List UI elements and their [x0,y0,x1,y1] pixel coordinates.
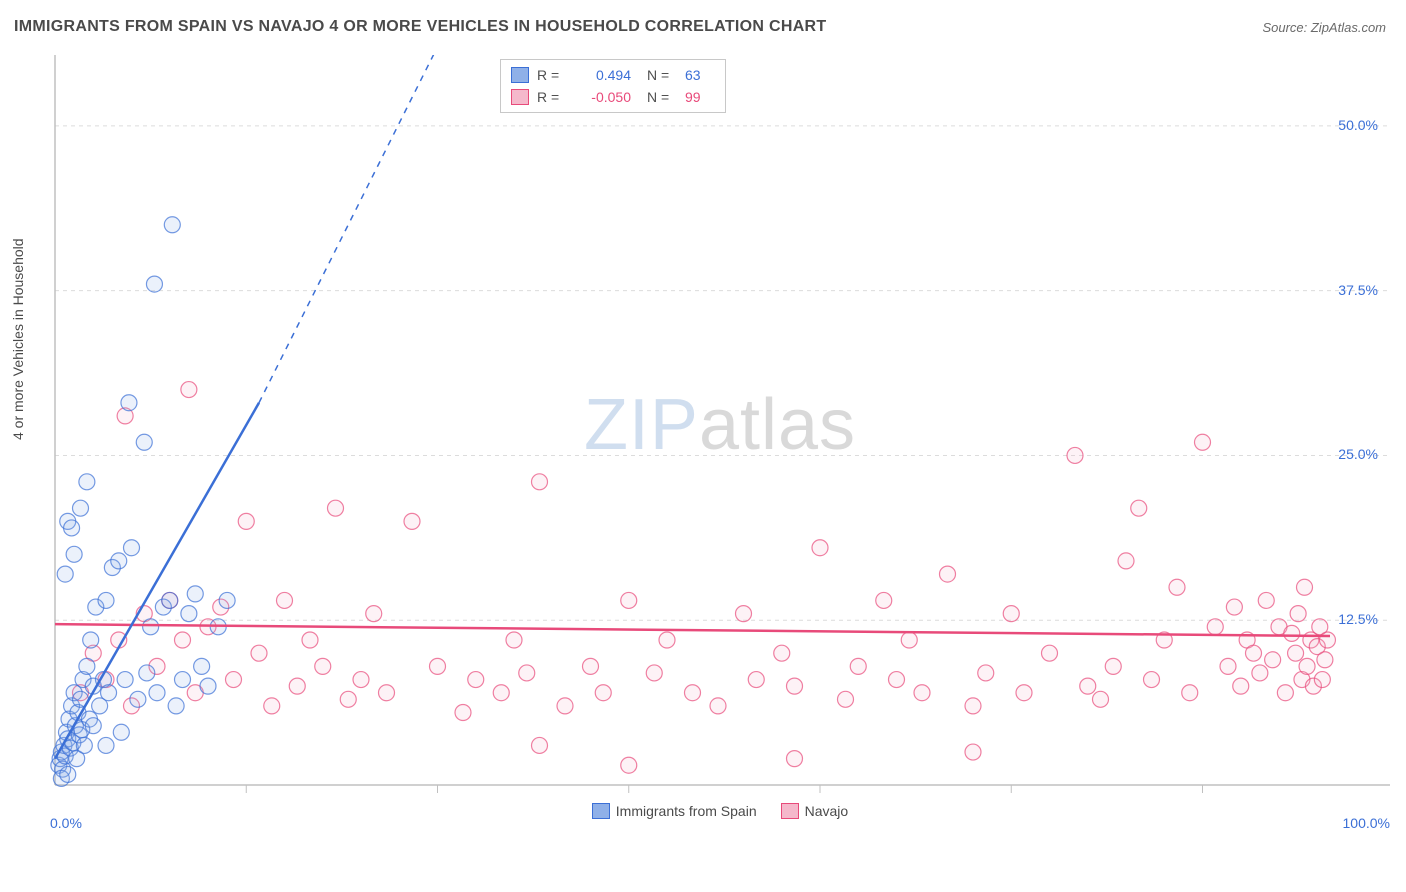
legend-r-label-0: R = [537,67,565,83]
legend-row-series-1: R = -0.050 N = 99 [511,86,715,108]
y-tick-37: 37.5% [1338,282,1378,298]
legend-r-value-1: -0.050 [573,89,631,105]
legend-swatch-0 [511,67,529,83]
legend-n-label-1: N = [647,89,677,105]
legend-bottom-label-1: Navajo [805,803,849,819]
legend-correlation-box: R = 0.494 N = 63 R = -0.050 N = 99 [500,59,726,113]
legend-bottom-swatch-0 [592,803,610,819]
legend-r-value-0: 0.494 [573,67,631,83]
legend-bottom-swatch-1 [781,803,799,819]
legend-n-value-1: 99 [685,89,715,105]
source-attribution: Source: ZipAtlas.com [1262,20,1386,35]
legend-swatch-1 [511,89,529,105]
y-tick-50: 50.0% [1338,117,1378,133]
legend-series-names: Immigrants from Spain Navajo [50,803,1390,819]
y-tick-25: 25.0% [1338,446,1378,462]
legend-item-0: Immigrants from Spain [592,803,757,819]
legend-item-1: Navajo [781,803,849,819]
legend-bottom-label-0: Immigrants from Spain [616,803,757,819]
legend-r-label-1: R = [537,89,565,105]
y-tick-12: 12.5% [1338,611,1378,627]
x-tick-100: 100.0% [1343,815,1390,831]
y-axis-label: 4 or more Vehicles in Household [10,238,26,440]
legend-n-label-0: N = [647,67,677,83]
legend-n-value-0: 63 [685,67,715,83]
scatter-chart-svg [50,55,1390,825]
x-tick-0: 0.0% [50,815,82,831]
chart-area: ZIPatlas R = 0.494 N = 63 R = -0.050 N =… [50,55,1390,825]
legend-row-series-0: R = 0.494 N = 63 [511,64,715,86]
chart-title: IMMIGRANTS FROM SPAIN VS NAVAJO 4 OR MOR… [14,18,826,36]
